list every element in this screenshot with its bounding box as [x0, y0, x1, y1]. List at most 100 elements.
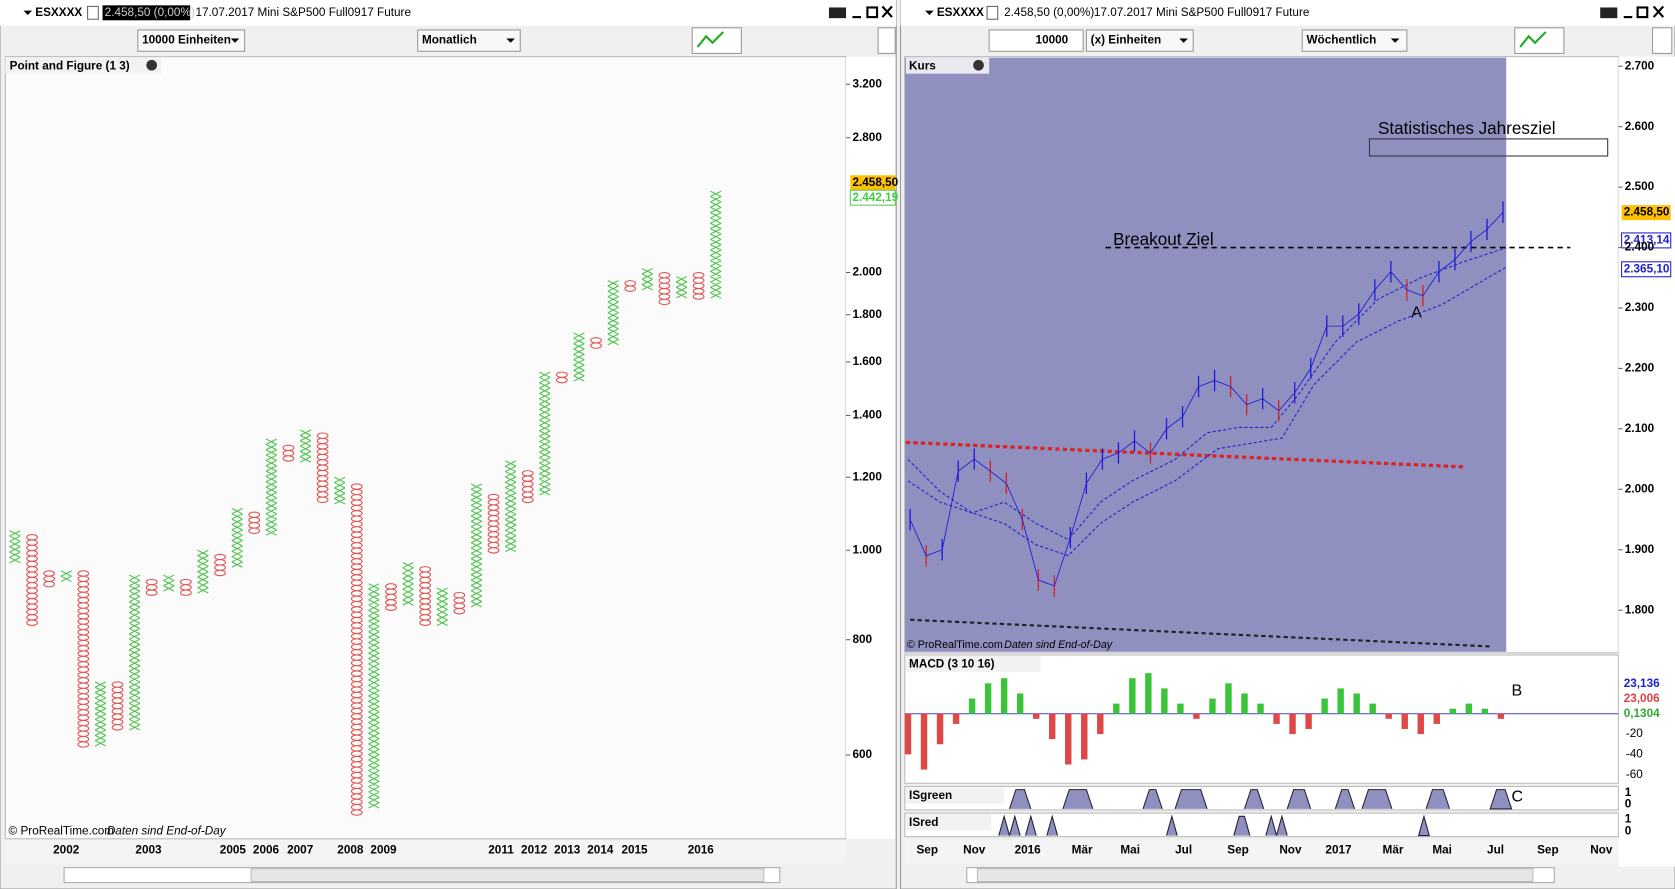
x-column — [94, 681, 106, 747]
quantity-input[interactable] — [988, 29, 1084, 52]
panel-label: Kurs — [909, 59, 936, 72]
units: (x) Einheiten — [1091, 34, 1162, 47]
o-column — [419, 566, 432, 626]
units-select[interactable] — [1085, 29, 1194, 52]
scroll-thumb[interactable] — [250, 868, 765, 883]
y-tick-label: 2.600 — [1625, 120, 1655, 133]
x-tick-label: Mär — [1383, 844, 1404, 857]
macd-bar — [984, 683, 992, 714]
x-tick-label: 2005 — [220, 844, 247, 857]
x-tick-label: Nov — [963, 844, 986, 857]
description: 17.07.2017 Mini S&P500 Full0917 Future — [195, 6, 411, 19]
scroll-thumb[interactable] — [976, 868, 1534, 883]
indicator-shape — [998, 814, 1431, 837]
target-label: Statistisches Jahresziel — [1378, 119, 1555, 138]
right-plot: 1.800 1.900 2.000 2.100 2.200 2.300 2.400 2.500… — [904, 59, 1655, 857]
dropdown-arrow — [506, 38, 515, 43]
period-select[interactable] — [1301, 29, 1408, 52]
x-tick-label: Sep — [1537, 844, 1559, 857]
panel-label: ISred — [909, 816, 938, 829]
o-column — [453, 592, 466, 615]
x-column — [539, 371, 551, 496]
side-button[interactable] — [877, 27, 896, 54]
o-column — [556, 371, 568, 384]
window-controls[interactable] — [828, 5, 893, 19]
indicator-shape — [1008, 789, 1513, 810]
x-axis — [904, 839, 1619, 864]
y-tick-label: 1.800 — [1625, 603, 1655, 616]
period: Monatlich — [422, 34, 477, 47]
o-column — [248, 511, 261, 534]
period-select[interactable] — [417, 29, 521, 52]
x-tick-label: 2011 — [488, 844, 514, 857]
x-tick-label: 2015 — [621, 844, 648, 857]
macd-bar — [1000, 678, 1008, 714]
dropdown-arrow[interactable] — [23, 10, 33, 15]
y-tick-label: 2.200 — [1625, 362, 1655, 375]
close-icon[interactable] — [973, 59, 984, 71]
chart-type-button[interactable] — [691, 27, 742, 54]
y-tick-label: 1.800 — [852, 308, 882, 321]
footer-note: Daten sind End-of-Day — [107, 824, 227, 837]
x-tick-label: 2009 — [370, 844, 397, 857]
side-button[interactable] — [1652, 27, 1673, 54]
macd-bar — [1433, 713, 1440, 724]
x-tick-label: 2013 — [554, 844, 581, 857]
shaded-region — [904, 57, 1507, 652]
window-controls[interactable] — [1600, 5, 1665, 19]
x-tick-label: 2016 — [688, 844, 715, 857]
macd-bar — [1337, 688, 1344, 714]
symbol: ESXXXX — [937, 6, 984, 19]
y-tick-label: 1.200 — [852, 470, 882, 483]
macd-bar — [1449, 708, 1457, 714]
y-tick-label: 2.800 — [852, 131, 882, 144]
info-icon[interactable] — [986, 5, 999, 20]
o-column — [214, 553, 226, 577]
o-column — [385, 583, 397, 611]
x-tick-label: Mai — [1432, 844, 1452, 857]
dropdown-arrow — [1179, 38, 1188, 43]
o-column — [26, 534, 38, 626]
x-column — [710, 190, 722, 299]
macd-bar — [1369, 703, 1376, 714]
macd-bar — [1097, 713, 1104, 735]
x-tick-label: 2012 — [521, 844, 548, 857]
y-tick-label: 2.700 — [1625, 59, 1655, 72]
macd-badge: 23,136 — [1624, 677, 1660, 690]
y-tick-label: 2.400 — [1625, 241, 1655, 254]
macd-bar — [1257, 703, 1264, 714]
dropdown-arrow — [230, 38, 240, 43]
y-tick-label: 600 — [852, 748, 872, 761]
info-icon[interactable] — [87, 5, 99, 20]
chart-type-button[interactable] — [1514, 27, 1565, 54]
macd-bar — [1305, 713, 1312, 729]
y-tick-label: 2.500 — [1625, 180, 1655, 193]
x-tick-label: 2008 — [337, 844, 364, 857]
quote: 2.458,50 (0,00%) — [105, 6, 195, 19]
o-column — [316, 432, 329, 503]
macd-bar — [1273, 713, 1280, 724]
quote: 2.458,50 (0,00%) — [1004, 6, 1094, 19]
trend-line — [905, 440, 1466, 469]
quantity: 10000 — [1036, 34, 1069, 47]
panel-label-bg — [905, 656, 1041, 673]
x-column — [163, 574, 175, 592]
panel-label: Point and Figure (1 3) — [10, 59, 130, 72]
x-column — [299, 429, 312, 463]
dropdown-arrow[interactable] — [925, 10, 934, 15]
o-column — [692, 272, 705, 300]
units-select[interactable] — [137, 29, 246, 52]
marker-a: A — [1411, 303, 1422, 321]
x-column — [60, 570, 72, 582]
x-column — [265, 438, 277, 536]
x-tick-label: 2007 — [287, 844, 314, 857]
x-column — [231, 507, 243, 568]
macd-bar — [1289, 713, 1296, 735]
panel-label-bg — [905, 814, 992, 831]
x-tick-label: Mär — [1072, 844, 1093, 857]
close-icon[interactable] — [146, 59, 158, 71]
chart-area — [4, 56, 847, 840]
symbol: ESXXXX — [35, 6, 82, 19]
macd-tick: -60 — [1626, 768, 1643, 781]
